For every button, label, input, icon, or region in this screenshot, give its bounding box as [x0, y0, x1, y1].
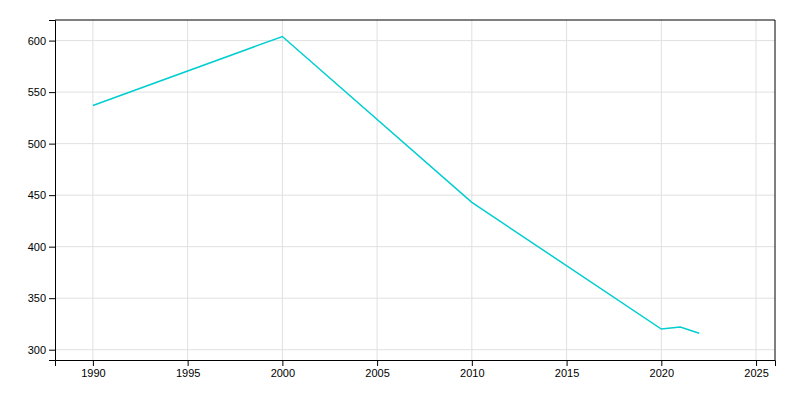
- y-tick-mark: [49, 144, 55, 145]
- y-tick-label: 550: [28, 86, 46, 98]
- x-tick-mark: [377, 360, 378, 366]
- grid-line-x: [282, 20, 283, 360]
- y-axis-line: [49, 21, 56, 361]
- y-axis: 300 350 400 450 500 550 600: [28, 21, 56, 361]
- y-tick-label: 300: [28, 344, 46, 356]
- marks: [93, 36, 699, 333]
- x-tick: 2025: [744, 360, 768, 379]
- x-tick-mark: [188, 360, 189, 366]
- x-tick: 2010: [460, 360, 484, 379]
- y-tick-label: 500: [28, 138, 46, 150]
- x-tick-mark: [756, 360, 757, 366]
- x-tick: 2015: [555, 360, 579, 379]
- x-tick-mark: [567, 360, 568, 366]
- x-tick-mark: [93, 360, 94, 366]
- x-tick-mark: [472, 360, 473, 366]
- frame-top: [55, 20, 775, 21]
- grid-line-x: [756, 20, 757, 360]
- grid-line-x: [661, 20, 662, 360]
- plot: 1990 1995 2000 2005 2010 2015 2020 2025 300 350 40…: [28, 20, 776, 379]
- y-tick: 400: [28, 241, 55, 253]
- y-tick-mark: [49, 350, 55, 351]
- grid-line-y: [55, 92, 775, 93]
- grid-line-x: [566, 20, 567, 360]
- grid-line-y: [55, 246, 775, 247]
- x-tick: 2000: [271, 360, 295, 379]
- grid-line-y: [55, 298, 775, 299]
- x-tick-label: 2010: [460, 367, 484, 379]
- grid-line-y: [55, 40, 775, 41]
- grid-line-y: [55, 195, 775, 196]
- y-tick: 450: [28, 189, 55, 201]
- grid-line-x: [92, 20, 93, 360]
- y-tick-label: 400: [28, 241, 46, 253]
- x-tick-label: 2005: [365, 367, 389, 379]
- grid-line-y: [55, 143, 775, 144]
- line: [93, 36, 699, 333]
- x-tick-label: 2020: [650, 367, 674, 379]
- y-tick-mark: [49, 92, 55, 93]
- grid-line-y: [55, 349, 775, 350]
- x-tick: 1995: [176, 360, 200, 379]
- y-tick-label: 350: [28, 292, 46, 304]
- x-tick-label: 1990: [81, 367, 105, 379]
- x-tick: 2020: [650, 360, 674, 379]
- x-tick-mark: [282, 360, 283, 366]
- y-tick: 550: [28, 86, 55, 98]
- x-tick-label: 2000: [271, 367, 295, 379]
- y-tick-label: 600: [28, 35, 46, 47]
- grid: [55, 20, 775, 360]
- y-tick: 500: [28, 138, 55, 150]
- x-tick-label: 2025: [744, 367, 768, 379]
- y-tick-mark: [49, 41, 55, 42]
- y-tick: 300: [28, 344, 55, 356]
- x-tick-label: 1995: [176, 367, 200, 379]
- y-tick: 350: [28, 292, 55, 304]
- x-tick: 2005: [365, 360, 389, 379]
- x-axis-line: [56, 361, 776, 367]
- frame-right: [775, 20, 776, 360]
- x-axis: 1990 1995 2000 2005 2010 2015 2020 2025: [56, 360, 776, 379]
- chart: 1990 1995 2000 2005 2010 2015 2020 2025 300 350 40…: [0, 0, 800, 400]
- grid-line-x: [377, 20, 378, 360]
- y-tick-mark: [49, 247, 55, 248]
- x-tick-mark: [661, 360, 662, 366]
- grid-line-x: [471, 20, 472, 360]
- y-tick-mark: [49, 298, 55, 299]
- y-tick-mark: [49, 195, 55, 196]
- x-tick: 1990: [81, 360, 105, 379]
- y-tick: 600: [28, 35, 55, 47]
- x-tick-label: 2015: [555, 367, 579, 379]
- y-tick-label: 450: [28, 189, 46, 201]
